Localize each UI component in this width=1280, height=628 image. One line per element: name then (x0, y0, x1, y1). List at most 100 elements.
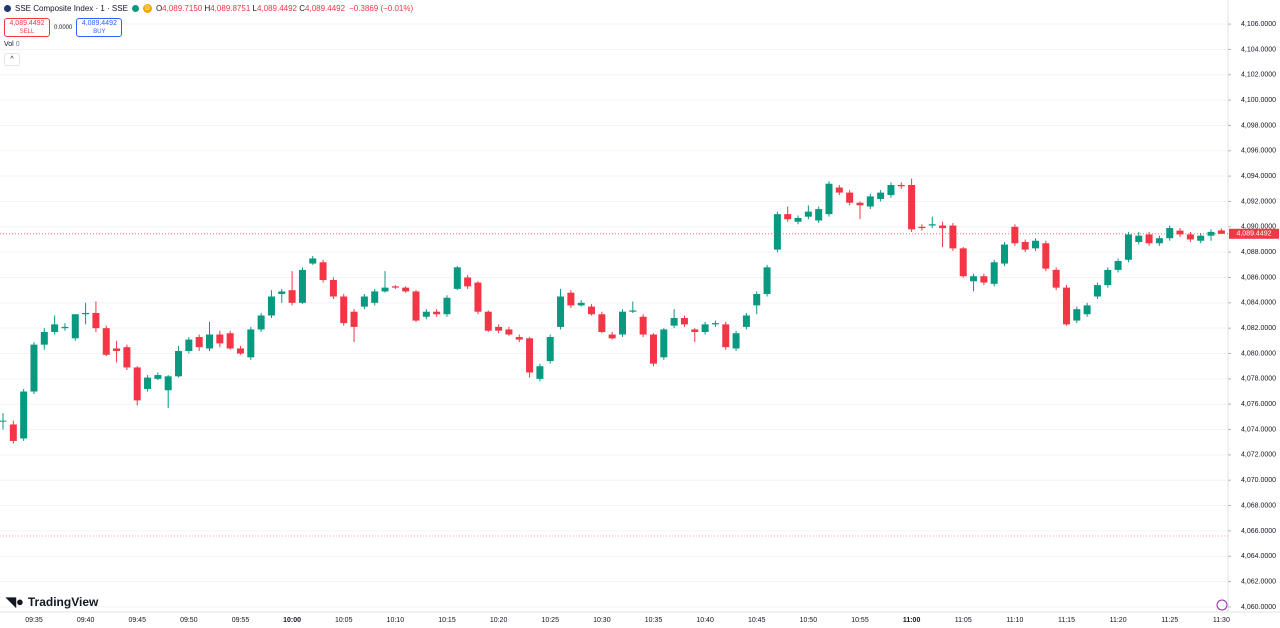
candle-body (495, 326, 503, 331)
y-tick-label: 4,074.0000 (1241, 426, 1276, 433)
collapse-toggle[interactable]: ^ (4, 53, 20, 66)
y-tick-label: 4,080.0000 (1241, 350, 1276, 357)
candle-body (670, 318, 678, 326)
alert-icon[interactable] (1216, 599, 1228, 611)
x-tick-label: 10:20 (490, 617, 508, 624)
candle-body (949, 225, 957, 249)
candle-body (959, 248, 967, 277)
y-tick-label: 4,082.0000 (1241, 325, 1276, 332)
candle-body (61, 326, 69, 329)
candle-body (1166, 228, 1174, 239)
candle-body (51, 324, 59, 332)
candle-body (619, 311, 626, 335)
buy-label: BUY (93, 28, 106, 35)
candle-body (1217, 230, 1225, 234)
candle-body (164, 376, 172, 391)
candle-body (680, 318, 688, 325)
candle-body (9, 424, 17, 441)
candle-body (133, 367, 141, 401)
candle-body (288, 290, 296, 303)
x-tick-label: 09:50 (180, 617, 198, 624)
candle-body (649, 334, 657, 364)
buy-button[interactable]: 4,089.4492 BUY (76, 18, 123, 37)
x-tick-label: 11:15 (1058, 617, 1075, 624)
candle-body (866, 196, 874, 207)
candle-body (1062, 287, 1070, 325)
y-tick-label: 4,070.0000 (1241, 477, 1276, 484)
candle-body (329, 280, 337, 297)
candle-body (1186, 234, 1194, 240)
candle-body (1052, 269, 1060, 288)
y-tick-label: 4,098.0000 (1241, 122, 1276, 129)
y-tick-label: 4,090.0000 (1241, 224, 1276, 231)
candle-body (908, 184, 916, 230)
trade-panel: 4,089.4492 SELL 0.0000 4,089.4492 BUY (4, 18, 123, 37)
y-tick-label: 4,086.0000 (1241, 274, 1276, 281)
candle-body (257, 315, 265, 330)
sell-label: SELL (19, 28, 35, 35)
candle-body (939, 225, 947, 229)
candle-body (154, 375, 162, 379)
candle-body (1093, 285, 1101, 297)
candle-body (474, 282, 482, 312)
y-tick-label: 4,078.0000 (1241, 376, 1276, 383)
candle-body (825, 183, 833, 215)
candle-body (588, 306, 596, 315)
candle-body (0, 420, 7, 422)
candle-body (319, 262, 327, 281)
candle-body (216, 334, 224, 344)
candle-body (897, 184, 905, 187)
y-tick-label: 4,102.0000 (1241, 72, 1276, 79)
symbol[interactable]: SSE Composite Index · 1 · SSE (15, 4, 128, 13)
candle-body (763, 267, 771, 294)
x-tick-label: 11:30 (1213, 617, 1230, 624)
candle-body (1083, 305, 1091, 315)
candle-body (711, 323, 719, 325)
y-tick-label: 4,076.0000 (1241, 401, 1276, 408)
y-tick-label: 4,106.0000 (1241, 21, 1276, 28)
candle-body (660, 329, 668, 358)
candle-body (515, 337, 523, 340)
candle-body (639, 316, 647, 335)
x-tick-label: 10:45 (748, 617, 766, 624)
candle-body (701, 324, 709, 332)
candle-body (453, 267, 461, 289)
candle-body (980, 276, 988, 283)
candle-body (505, 329, 513, 335)
candle-body (1042, 243, 1050, 269)
y-tick-label: 4,072.0000 (1241, 452, 1276, 459)
candle-body (691, 329, 699, 332)
candle-body (1073, 309, 1081, 321)
y-tick-label: 4,088.0000 (1241, 249, 1276, 256)
x-tick-label: 09:55 (232, 617, 250, 624)
x-tick-label: 10:30 (593, 617, 611, 624)
candle-body (185, 339, 193, 351)
sell-price: 4,089.4492 (9, 19, 45, 27)
candle-body (856, 202, 864, 206)
candle-body (1011, 226, 1019, 244)
candle-body (464, 277, 472, 287)
candle-body (1114, 261, 1122, 270)
y-tick-label: 4,062.0000 (1241, 578, 1276, 585)
last-price-label: 4,089.4492 (1236, 231, 1271, 238)
sell-button[interactable]: 4,089.4492 SELL (4, 18, 50, 37)
candle-body (82, 312, 90, 315)
candle-body (298, 269, 306, 303)
y-tick-label: 4,060.0000 (1241, 604, 1276, 611)
ohlc-value: 4,089.7150 (162, 4, 203, 13)
candle-body (371, 291, 379, 303)
candle-body (412, 291, 420, 321)
candle-body (1197, 235, 1205, 241)
y-tick-label: 4,096.0000 (1241, 148, 1276, 155)
ohlc-key: C (299, 4, 306, 13)
candle-body (1135, 235, 1143, 243)
x-tick-label: 11:00 (903, 617, 921, 624)
candle-body (742, 315, 750, 327)
candle-body (92, 312, 100, 329)
candle-body (835, 187, 843, 193)
change: −0.3869 (−0.01%) (349, 4, 414, 13)
ohlc-key: L (252, 4, 257, 13)
volume-label: Vol (4, 41, 14, 48)
